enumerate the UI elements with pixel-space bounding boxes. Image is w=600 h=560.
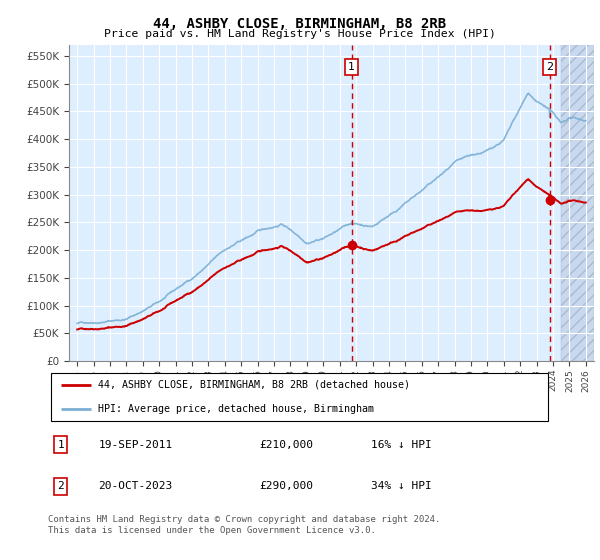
Text: 44, ASHBY CLOSE, BIRMINGHAM, B8 2RB (detached house): 44, ASHBY CLOSE, BIRMINGHAM, B8 2RB (det… [98, 380, 410, 390]
Text: 1: 1 [348, 62, 355, 72]
Text: HPI: Average price, detached house, Birmingham: HPI: Average price, detached house, Birm… [98, 404, 374, 414]
Text: £290,000: £290,000 [260, 482, 314, 491]
Text: Contains HM Land Registry data © Crown copyright and database right 2024.
This d: Contains HM Land Registry data © Crown c… [48, 515, 440, 535]
Text: £210,000: £210,000 [260, 440, 314, 450]
Text: 44, ASHBY CLOSE, BIRMINGHAM, B8 2RB: 44, ASHBY CLOSE, BIRMINGHAM, B8 2RB [154, 17, 446, 31]
Text: 1: 1 [57, 440, 64, 450]
Bar [561, 45, 594, 361]
FancyBboxPatch shape [50, 373, 548, 421]
Text: 34% ↓ HPI: 34% ↓ HPI [371, 482, 431, 491]
Text: 2: 2 [57, 482, 64, 491]
Text: 19-SEP-2011: 19-SEP-2011 [98, 440, 173, 450]
Text: 2: 2 [546, 62, 553, 72]
Text: 20-OCT-2023: 20-OCT-2023 [98, 482, 173, 491]
Text: Price paid vs. HM Land Registry's House Price Index (HPI): Price paid vs. HM Land Registry's House … [104, 29, 496, 39]
Text: 16% ↓ HPI: 16% ↓ HPI [371, 440, 431, 450]
